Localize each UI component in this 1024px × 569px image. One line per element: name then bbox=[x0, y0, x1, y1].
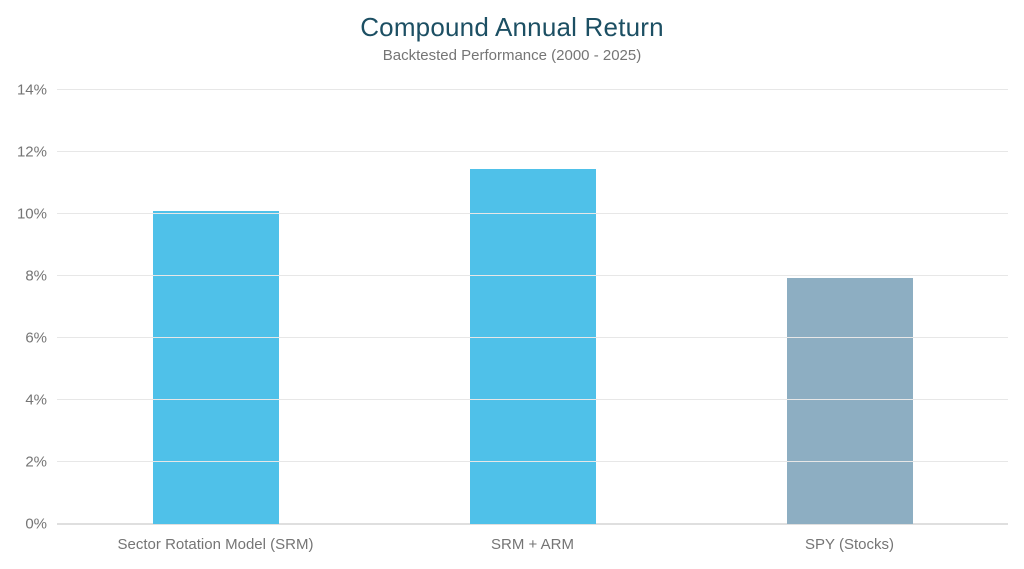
bar-slot bbox=[57, 90, 374, 524]
chart-title: Compound Annual Return bbox=[360, 12, 664, 42]
x-axis-label: SRM + ARM bbox=[491, 536, 574, 553]
bar-slot bbox=[691, 90, 1008, 524]
chart-subtitle: Backtested Performance (2000 - 2025) bbox=[382, 47, 642, 64]
y-tick-label: 8% bbox=[25, 267, 47, 285]
y-tick-label: 6% bbox=[25, 329, 47, 347]
y-tick-label: 12% bbox=[16, 143, 47, 161]
bar-slot bbox=[374, 90, 691, 524]
x-axis-baseline bbox=[57, 523, 1008, 525]
gridline-12% bbox=[57, 151, 1008, 152]
x-axis-label: SPY (Stocks) bbox=[805, 536, 894, 553]
bar-spy-stocks bbox=[786, 277, 913, 524]
gridline-8% bbox=[57, 275, 1008, 276]
gridline-10% bbox=[57, 213, 1008, 214]
x-axis-labels: Sector Rotation Model (SRM) SRM + ARM SPY … bbox=[57, 536, 1008, 553]
gridline-2% bbox=[57, 461, 1008, 462]
bar-srm-arm bbox=[469, 169, 596, 524]
x-axis-label: Sector Rotation Model (SRM) bbox=[117, 536, 314, 553]
gridline-6% bbox=[57, 337, 1008, 338]
y-tick-label: 10% bbox=[16, 205, 47, 223]
bars-row bbox=[57, 90, 1008, 524]
y-tick-label: 14% bbox=[16, 81, 47, 99]
bar-sector-rotation-model-srm bbox=[152, 210, 279, 524]
y-tick-label: 4% bbox=[25, 391, 47, 409]
gridline-14% bbox=[57, 89, 1008, 90]
plot-area: 0% 2% 4% 6% 8% 10% 12% 14% bbox=[17, 82, 1008, 533]
y-tick-label: 2% bbox=[25, 453, 47, 471]
y-tick-label: 0% bbox=[25, 515, 47, 533]
gridline-4% bbox=[57, 399, 1008, 400]
